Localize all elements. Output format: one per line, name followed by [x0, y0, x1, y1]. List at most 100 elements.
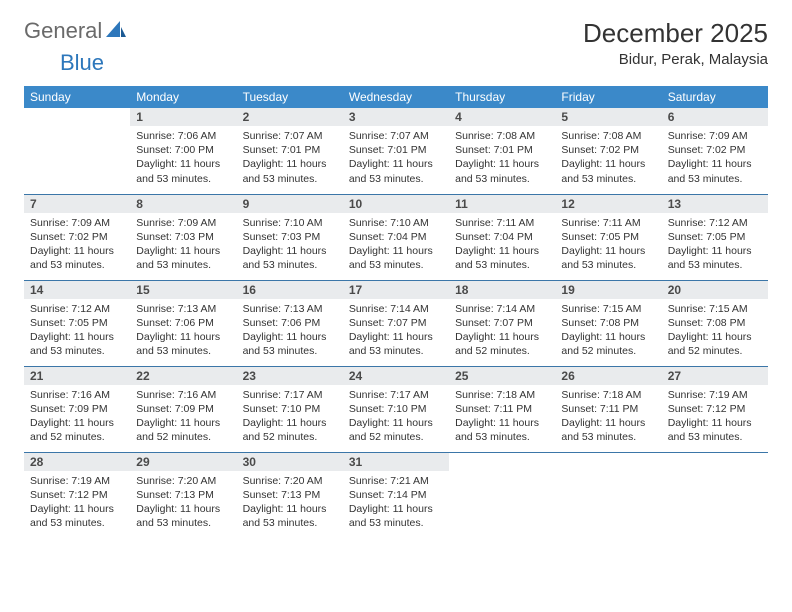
calendar-cell: 16Sunrise: 7:13 AMSunset: 7:06 PMDayligh…	[237, 280, 343, 366]
calendar-cell: 27Sunrise: 7:19 AMSunset: 7:12 PMDayligh…	[662, 366, 768, 452]
calendar-cell: 7Sunrise: 7:09 AMSunset: 7:02 PMDaylight…	[24, 194, 130, 280]
day-details: Sunrise: 7:07 AMSunset: 7:01 PMDaylight:…	[343, 126, 449, 189]
day-details: Sunrise: 7:12 AMSunset: 7:05 PMDaylight:…	[24, 299, 130, 362]
calendar-cell: 2Sunrise: 7:07 AMSunset: 7:01 PMDaylight…	[237, 108, 343, 194]
day-details: Sunrise: 7:16 AMSunset: 7:09 PMDaylight:…	[130, 385, 236, 448]
day-details: Sunrise: 7:14 AMSunset: 7:07 PMDaylight:…	[343, 299, 449, 362]
calendar-cell: 31Sunrise: 7:21 AMSunset: 7:14 PMDayligh…	[343, 452, 449, 538]
calendar-cell: 6Sunrise: 7:09 AMSunset: 7:02 PMDaylight…	[662, 108, 768, 194]
day-number: 21	[24, 367, 130, 385]
calendar-cell: 29Sunrise: 7:20 AMSunset: 7:13 PMDayligh…	[130, 452, 236, 538]
day-number: 17	[343, 281, 449, 299]
calendar-cell: 19Sunrise: 7:15 AMSunset: 7:08 PMDayligh…	[555, 280, 661, 366]
day-number: 5	[555, 108, 661, 126]
day-number: 12	[555, 195, 661, 213]
day-details: Sunrise: 7:09 AMSunset: 7:03 PMDaylight:…	[130, 213, 236, 276]
day-number: 2	[237, 108, 343, 126]
day-number: 1	[130, 108, 236, 126]
calendar-cell	[662, 452, 768, 538]
day-number: 24	[343, 367, 449, 385]
day-number: 7	[24, 195, 130, 213]
logo-text-2: Blue	[60, 50, 104, 76]
calendar-body: 1Sunrise: 7:06 AMSunset: 7:00 PMDaylight…	[24, 108, 768, 538]
calendar-cell: 21Sunrise: 7:16 AMSunset: 7:09 PMDayligh…	[24, 366, 130, 452]
day-details: Sunrise: 7:10 AMSunset: 7:04 PMDaylight:…	[343, 213, 449, 276]
calendar-cell: 18Sunrise: 7:14 AMSunset: 7:07 PMDayligh…	[449, 280, 555, 366]
day-number: 16	[237, 281, 343, 299]
day-details: Sunrise: 7:19 AMSunset: 7:12 PMDaylight:…	[24, 471, 130, 534]
day-details: Sunrise: 7:11 AMSunset: 7:05 PMDaylight:…	[555, 213, 661, 276]
calendar-row: 28Sunrise: 7:19 AMSunset: 7:12 PMDayligh…	[24, 452, 768, 538]
day-details: Sunrise: 7:13 AMSunset: 7:06 PMDaylight:…	[237, 299, 343, 362]
day-details: Sunrise: 7:16 AMSunset: 7:09 PMDaylight:…	[24, 385, 130, 448]
day-header: Wednesday	[343, 86, 449, 108]
day-number: 31	[343, 453, 449, 471]
location: Bidur, Perak, Malaysia	[583, 51, 768, 68]
day-details: Sunrise: 7:08 AMSunset: 7:01 PMDaylight:…	[449, 126, 555, 189]
day-number: 14	[24, 281, 130, 299]
calendar-cell: 15Sunrise: 7:13 AMSunset: 7:06 PMDayligh…	[130, 280, 236, 366]
day-number: 28	[24, 453, 130, 471]
calendar-table: SundayMondayTuesdayWednesdayThursdayFrid…	[24, 86, 768, 538]
day-number: 8	[130, 195, 236, 213]
calendar-cell: 4Sunrise: 7:08 AMSunset: 7:01 PMDaylight…	[449, 108, 555, 194]
day-details: Sunrise: 7:06 AMSunset: 7:00 PMDaylight:…	[130, 126, 236, 189]
day-details: Sunrise: 7:18 AMSunset: 7:11 PMDaylight:…	[449, 385, 555, 448]
day-number: 19	[555, 281, 661, 299]
day-number: 29	[130, 453, 236, 471]
calendar-cell: 22Sunrise: 7:16 AMSunset: 7:09 PMDayligh…	[130, 366, 236, 452]
day-number: 26	[555, 367, 661, 385]
calendar-cell: 3Sunrise: 7:07 AMSunset: 7:01 PMDaylight…	[343, 108, 449, 194]
day-header: Monday	[130, 86, 236, 108]
day-header: Friday	[555, 86, 661, 108]
calendar-cell	[555, 452, 661, 538]
day-number: 27	[662, 367, 768, 385]
calendar-cell: 26Sunrise: 7:18 AMSunset: 7:11 PMDayligh…	[555, 366, 661, 452]
day-details: Sunrise: 7:15 AMSunset: 7:08 PMDaylight:…	[555, 299, 661, 362]
day-details: Sunrise: 7:11 AMSunset: 7:04 PMDaylight:…	[449, 213, 555, 276]
calendar-cell: 24Sunrise: 7:17 AMSunset: 7:10 PMDayligh…	[343, 366, 449, 452]
day-details: Sunrise: 7:18 AMSunset: 7:11 PMDaylight:…	[555, 385, 661, 448]
day-number: 9	[237, 195, 343, 213]
day-number: 3	[343, 108, 449, 126]
day-number: 25	[449, 367, 555, 385]
day-details: Sunrise: 7:08 AMSunset: 7:02 PMDaylight:…	[555, 126, 661, 189]
title-block: December 2025 Bidur, Perak, Malaysia	[583, 18, 768, 68]
day-header: Saturday	[662, 86, 768, 108]
day-details: Sunrise: 7:10 AMSunset: 7:03 PMDaylight:…	[237, 213, 343, 276]
calendar-row: 14Sunrise: 7:12 AMSunset: 7:05 PMDayligh…	[24, 280, 768, 366]
day-number: 6	[662, 108, 768, 126]
calendar-cell: 1Sunrise: 7:06 AMSunset: 7:00 PMDaylight…	[130, 108, 236, 194]
calendar-cell: 5Sunrise: 7:08 AMSunset: 7:02 PMDaylight…	[555, 108, 661, 194]
logo-sail-icon	[106, 21, 128, 44]
day-header: Tuesday	[237, 86, 343, 108]
day-number: 11	[449, 195, 555, 213]
day-details: Sunrise: 7:12 AMSunset: 7:05 PMDaylight:…	[662, 213, 768, 276]
day-number: 4	[449, 108, 555, 126]
day-details: Sunrise: 7:19 AMSunset: 7:12 PMDaylight:…	[662, 385, 768, 448]
month-title: December 2025	[583, 18, 768, 49]
day-details: Sunrise: 7:14 AMSunset: 7:07 PMDaylight:…	[449, 299, 555, 362]
day-details: Sunrise: 7:13 AMSunset: 7:06 PMDaylight:…	[130, 299, 236, 362]
calendar-cell: 14Sunrise: 7:12 AMSunset: 7:05 PMDayligh…	[24, 280, 130, 366]
day-number: 23	[237, 367, 343, 385]
day-number: 10	[343, 195, 449, 213]
calendar-cell: 10Sunrise: 7:10 AMSunset: 7:04 PMDayligh…	[343, 194, 449, 280]
calendar-row: 1Sunrise: 7:06 AMSunset: 7:00 PMDaylight…	[24, 108, 768, 194]
day-details: Sunrise: 7:20 AMSunset: 7:13 PMDaylight:…	[130, 471, 236, 534]
calendar-cell: 28Sunrise: 7:19 AMSunset: 7:12 PMDayligh…	[24, 452, 130, 538]
logo-text-1: General	[24, 18, 102, 44]
day-details: Sunrise: 7:09 AMSunset: 7:02 PMDaylight:…	[24, 213, 130, 276]
day-number: 18	[449, 281, 555, 299]
calendar-cell: 8Sunrise: 7:09 AMSunset: 7:03 PMDaylight…	[130, 194, 236, 280]
day-header: Thursday	[449, 86, 555, 108]
calendar-cell: 25Sunrise: 7:18 AMSunset: 7:11 PMDayligh…	[449, 366, 555, 452]
day-number: 15	[130, 281, 236, 299]
calendar-cell: 30Sunrise: 7:20 AMSunset: 7:13 PMDayligh…	[237, 452, 343, 538]
calendar-cell: 20Sunrise: 7:15 AMSunset: 7:08 PMDayligh…	[662, 280, 768, 366]
day-details: Sunrise: 7:17 AMSunset: 7:10 PMDaylight:…	[237, 385, 343, 448]
day-number: 20	[662, 281, 768, 299]
day-details: Sunrise: 7:21 AMSunset: 7:14 PMDaylight:…	[343, 471, 449, 534]
day-number: 13	[662, 195, 768, 213]
day-details: Sunrise: 7:15 AMSunset: 7:08 PMDaylight:…	[662, 299, 768, 362]
